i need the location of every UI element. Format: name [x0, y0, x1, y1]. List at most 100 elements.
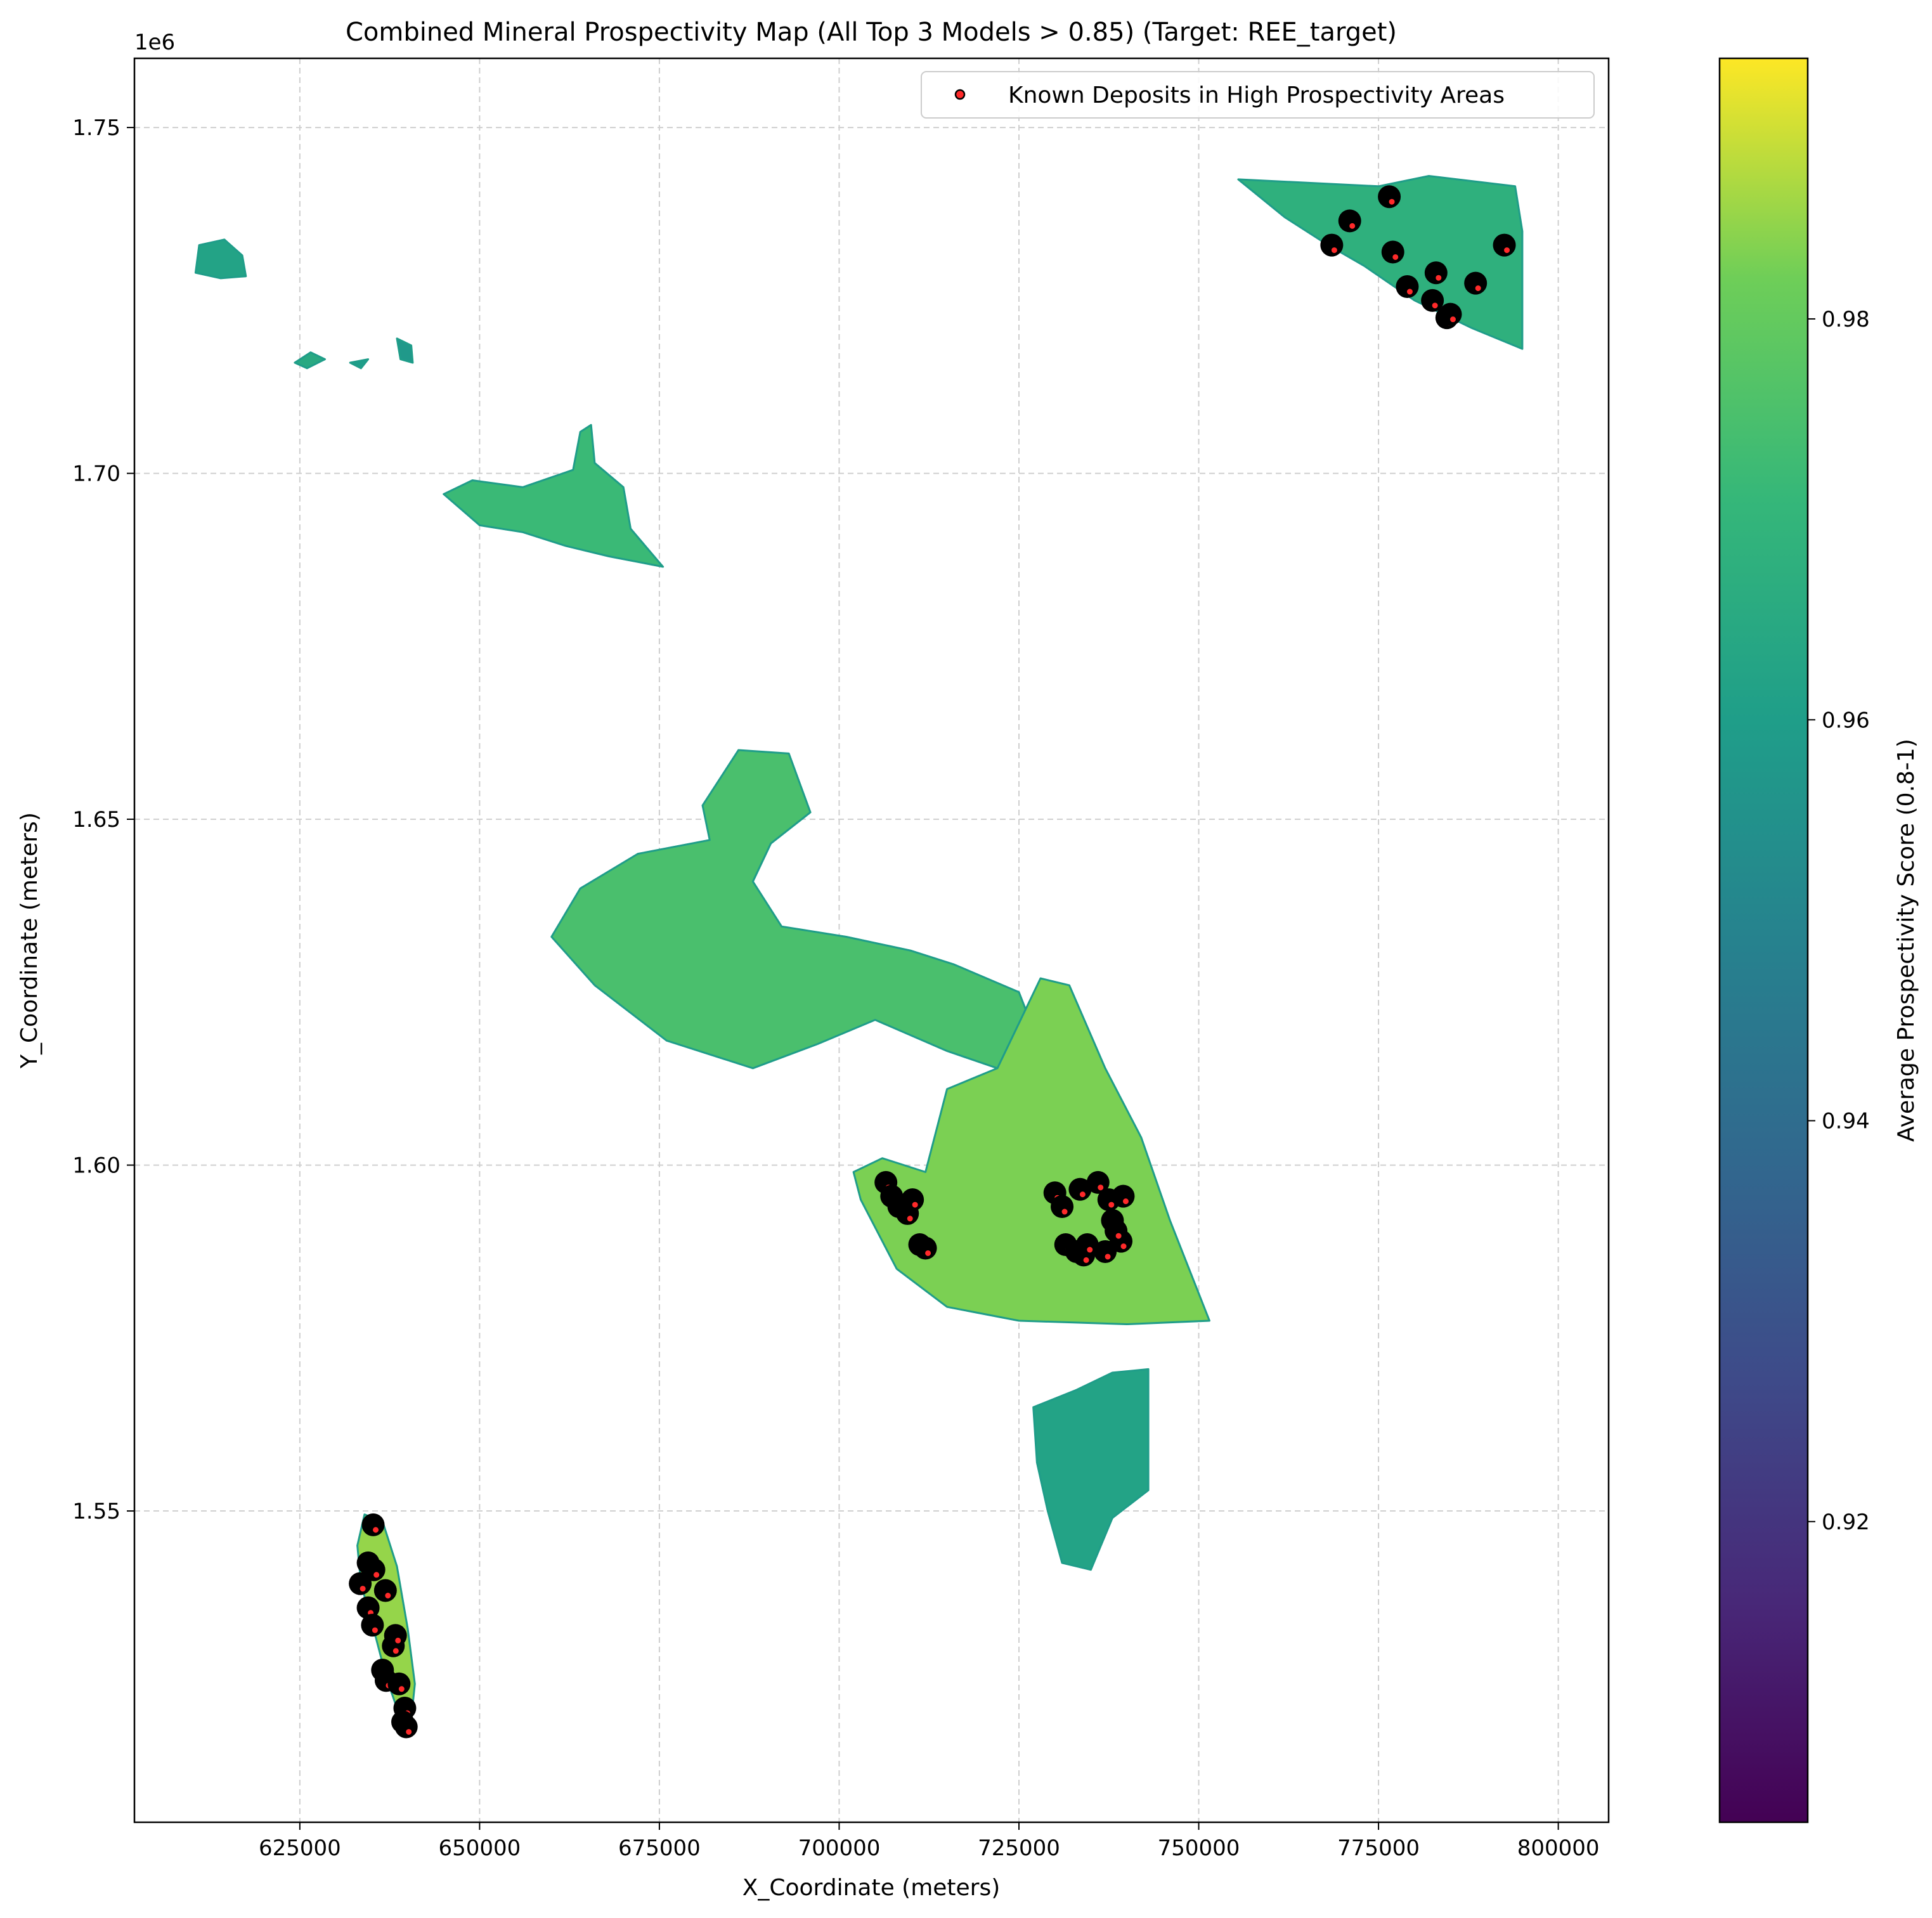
colorbar-tick-layer: 0.92 0.94 0.96 0.98: [1808, 307, 1870, 1535]
y-tick-label-0: 1.55: [72, 1499, 120, 1524]
deposit-halo: [1112, 1184, 1135, 1208]
deposit-marker: [405, 1728, 413, 1735]
deposit-halo: [1381, 240, 1404, 264]
region-southeast-body: [1032, 1368, 1150, 1571]
deposit-marker: [1388, 198, 1396, 205]
deposit-halo: [901, 1188, 924, 1212]
deposit-marker: [371, 1626, 379, 1634]
y-offset-label: 1e6: [134, 30, 175, 55]
deposit-halo: [1051, 1195, 1074, 1219]
deposit-marker: [924, 1249, 932, 1257]
deposit-halo: [914, 1236, 937, 1260]
y-tick-label-4: 1.75: [72, 115, 120, 141]
colorbar-tick-label-0: 0.92: [1822, 1510, 1870, 1535]
legend-label: Known Deposits in High Prospectivity Are…: [1008, 82, 1505, 108]
x-axis-label: X_Coordinate (meters): [742, 1875, 1001, 1901]
deposit-halo: [1320, 233, 1344, 257]
deposit-point-37: [1338, 209, 1361, 233]
deposit-halo: [1105, 1219, 1128, 1243]
deposit-point-32: [1112, 1184, 1135, 1208]
deposit-halo: [361, 1614, 384, 1637]
deposit-marker: [1449, 316, 1456, 323]
deposit-point-45: [1464, 271, 1488, 295]
deposit-halo: [387, 1672, 411, 1695]
deposit-halo: [384, 1624, 407, 1647]
deposit-point-3: [362, 1558, 386, 1581]
deposit-marker: [1108, 1201, 1115, 1208]
y-tick-layer: 1.55 1.60 1.65 1.70 1.75: [72, 115, 134, 1524]
x-tick-label-0: 625000: [259, 1836, 341, 1861]
deposit-marker: [1115, 1232, 1122, 1240]
y-tick-label-1: 1.60: [72, 1153, 120, 1179]
region-far-northwest-patch: [194, 238, 247, 280]
deposit-marker: [1406, 288, 1413, 295]
deposit-point-36: [1378, 185, 1401, 209]
deposit-point-11: [387, 1672, 411, 1695]
deposit-point-6: [361, 1614, 384, 1637]
deposit-point-34: [1094, 1240, 1117, 1263]
region-central-northern-lobe: [550, 749, 1042, 1070]
deposit-point-8: [384, 1624, 407, 1647]
deposit-marker: [1079, 1191, 1086, 1198]
deposit-point-35: [1068, 1177, 1092, 1201]
deposit-marker: [1392, 253, 1399, 261]
deposit-point-27: [1075, 1233, 1099, 1257]
region-small-patch-a: [294, 351, 326, 370]
deposit-marker: [1330, 247, 1338, 254]
deposit-point-44: [1439, 302, 1462, 326]
plot-frame: [133, 57, 1610, 1824]
deposit-marker: [1086, 1246, 1094, 1254]
deposit-marker: [1120, 1243, 1127, 1250]
deposit-marker: [359, 1585, 366, 1593]
deposit-halo: [1464, 271, 1488, 295]
deposit-marker: [1503, 247, 1511, 254]
deposit-halo: [394, 1715, 418, 1739]
x-tick-label-6: 775000: [1337, 1836, 1420, 1861]
region-small-patch-c: [396, 337, 414, 364]
deposit-halo: [1378, 185, 1401, 209]
deposit-point-4: [373, 1579, 397, 1602]
x-tick-label-3: 700000: [798, 1836, 881, 1861]
legend-marker: [954, 89, 966, 100]
colorbar-tick-label-2: 0.96: [1822, 708, 1870, 733]
colorbar-tick-label-3: 0.98: [1822, 307, 1870, 332]
deposit-marker: [1104, 1253, 1112, 1260]
y-axis-label: Y_Coordinate (meters): [16, 812, 42, 1069]
deposit-marker: [373, 1571, 380, 1579]
region-small-patch-b: [349, 358, 370, 370]
colorbar-label: Average Prospectivity Score (0.8-1): [1893, 739, 1919, 1142]
deposit-halo: [1068, 1177, 1092, 1201]
deposit-halo: [373, 1579, 397, 1602]
colorbar-gradient: [1718, 57, 1809, 1824]
chart-title: Combined Mineral Prospectivity Map (All …: [346, 18, 1397, 47]
deposit-point-21: [914, 1236, 937, 1260]
deposit-marker: [392, 1647, 399, 1655]
x-tick-label-7: 800000: [1517, 1836, 1600, 1861]
deposit-point-23: [1051, 1195, 1074, 1219]
deposit-point-19: [901, 1188, 924, 1212]
colorbar: 0.92 0.94 0.96 0.98 Average Prospectivity S…: [1718, 57, 1919, 1824]
deposit-point-39: [1381, 240, 1404, 264]
region-layer: [194, 175, 1524, 1720]
deposit-point-46: [1493, 233, 1516, 257]
legend: Known Deposits in High Prospectivity Are…: [921, 71, 1595, 119]
deposit-marker: [1061, 1208, 1068, 1215]
deposit-marker: [1122, 1198, 1129, 1205]
x-tick-label-1: 650000: [438, 1836, 521, 1861]
deposit-point-33: [1105, 1219, 1128, 1243]
x-tick-label-5: 750000: [1158, 1836, 1240, 1861]
deposit-halo: [1493, 233, 1516, 257]
deposit-point-41: [1396, 275, 1419, 299]
deposit-marker: [1082, 1256, 1090, 1264]
deposit-marker: [1431, 302, 1439, 309]
deposit-marker: [384, 1592, 392, 1600]
deposit-marker: [1097, 1184, 1105, 1191]
deposit-halo: [1338, 209, 1361, 233]
deposit-marker: [394, 1636, 402, 1644]
deposit-marker: [372, 1526, 380, 1534]
deposit-marker: [911, 1201, 919, 1208]
deposit-layer: [349, 185, 1516, 1739]
deposit-marker: [1474, 285, 1482, 292]
deposit-point-14: [394, 1715, 418, 1739]
